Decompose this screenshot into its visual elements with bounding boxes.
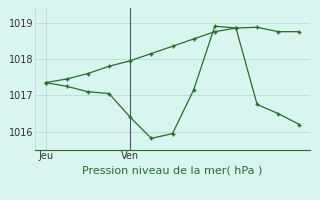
X-axis label: Pression niveau de la mer( hPa ): Pression niveau de la mer( hPa ) — [82, 166, 263, 176]
